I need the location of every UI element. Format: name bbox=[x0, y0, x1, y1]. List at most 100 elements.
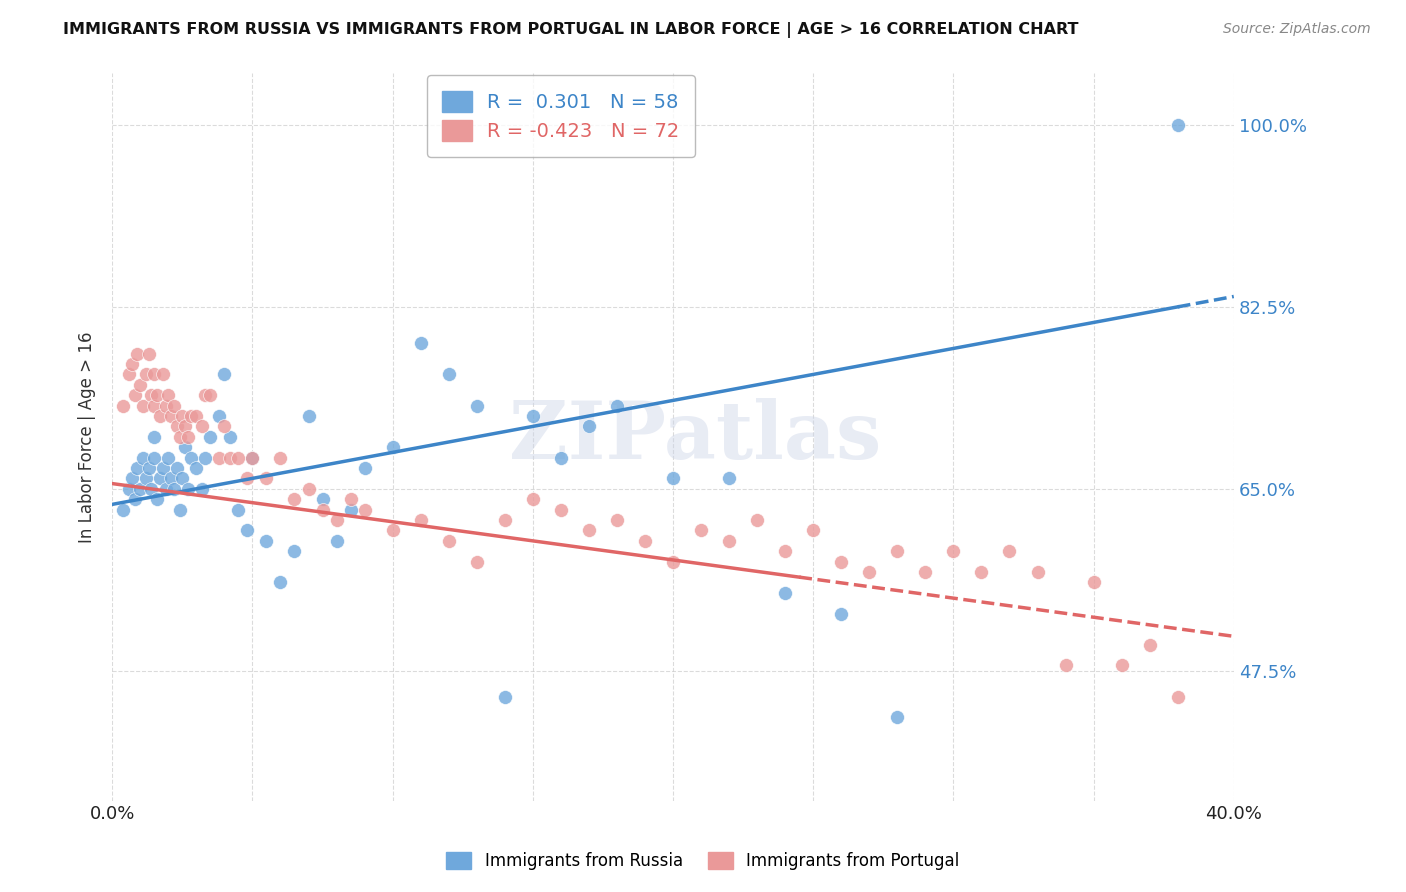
Point bbox=[269, 450, 291, 465]
Point bbox=[283, 544, 305, 558]
Point bbox=[129, 377, 152, 392]
Point bbox=[141, 388, 163, 402]
Point bbox=[494, 513, 516, 527]
Point bbox=[1167, 690, 1189, 704]
Point bbox=[112, 502, 135, 516]
Point bbox=[297, 482, 319, 496]
Point bbox=[138, 346, 160, 360]
Point bbox=[1139, 638, 1161, 652]
Point bbox=[160, 471, 183, 485]
Point bbox=[124, 492, 146, 507]
Point bbox=[191, 419, 214, 434]
Point bbox=[118, 482, 141, 496]
Point bbox=[437, 368, 460, 382]
Point bbox=[409, 336, 432, 351]
Point bbox=[578, 524, 600, 538]
Point bbox=[970, 565, 993, 579]
Point bbox=[773, 544, 796, 558]
Point bbox=[152, 368, 174, 382]
Point bbox=[174, 440, 197, 454]
Point bbox=[219, 450, 242, 465]
Point bbox=[121, 357, 143, 371]
Point bbox=[1054, 658, 1077, 673]
Point bbox=[166, 461, 188, 475]
Point bbox=[339, 492, 361, 507]
Point bbox=[157, 388, 180, 402]
Point bbox=[297, 409, 319, 423]
Point bbox=[465, 399, 488, 413]
Point bbox=[634, 533, 657, 548]
Point bbox=[169, 502, 191, 516]
Y-axis label: In Labor Force | Age > 16: In Labor Force | Age > 16 bbox=[79, 331, 96, 542]
Point bbox=[155, 399, 177, 413]
Point bbox=[172, 471, 194, 485]
Point bbox=[718, 471, 741, 485]
Point bbox=[606, 513, 628, 527]
Point bbox=[146, 388, 169, 402]
Point bbox=[143, 399, 166, 413]
Point bbox=[690, 524, 713, 538]
Point bbox=[1083, 575, 1105, 590]
Point bbox=[127, 461, 149, 475]
Point bbox=[118, 368, 141, 382]
Point bbox=[311, 492, 333, 507]
Point bbox=[155, 482, 177, 496]
Point bbox=[172, 409, 194, 423]
Point bbox=[200, 388, 222, 402]
Legend: Immigrants from Russia, Immigrants from Portugal: Immigrants from Russia, Immigrants from … bbox=[440, 845, 966, 877]
Point bbox=[208, 409, 231, 423]
Point bbox=[149, 471, 172, 485]
Point bbox=[228, 450, 250, 465]
Point bbox=[214, 419, 236, 434]
Point bbox=[129, 482, 152, 496]
Point bbox=[718, 533, 741, 548]
Point bbox=[143, 450, 166, 465]
Point bbox=[914, 565, 936, 579]
Point bbox=[353, 502, 375, 516]
Point bbox=[180, 450, 202, 465]
Point bbox=[146, 492, 169, 507]
Point bbox=[578, 419, 600, 434]
Point bbox=[801, 524, 824, 538]
Point bbox=[219, 430, 242, 444]
Point bbox=[236, 471, 259, 485]
Point bbox=[124, 388, 146, 402]
Point bbox=[143, 368, 166, 382]
Point bbox=[409, 513, 432, 527]
Point bbox=[174, 419, 197, 434]
Point bbox=[465, 555, 488, 569]
Point bbox=[886, 710, 908, 724]
Point bbox=[522, 492, 544, 507]
Point bbox=[177, 482, 200, 496]
Point bbox=[998, 544, 1021, 558]
Point bbox=[152, 461, 174, 475]
Point bbox=[662, 555, 685, 569]
Point bbox=[143, 430, 166, 444]
Text: IMMIGRANTS FROM RUSSIA VS IMMIGRANTS FROM PORTUGAL IN LABOR FORCE | AGE > 16 COR: IMMIGRANTS FROM RUSSIA VS IMMIGRANTS FRO… bbox=[63, 22, 1078, 38]
Point bbox=[228, 502, 250, 516]
Point bbox=[135, 471, 157, 485]
Point bbox=[242, 450, 264, 465]
Point bbox=[1111, 658, 1133, 673]
Point bbox=[606, 399, 628, 413]
Point bbox=[522, 409, 544, 423]
Point bbox=[269, 575, 291, 590]
Point bbox=[283, 492, 305, 507]
Point bbox=[166, 419, 188, 434]
Point bbox=[135, 368, 157, 382]
Point bbox=[160, 409, 183, 423]
Point bbox=[138, 461, 160, 475]
Point bbox=[149, 409, 172, 423]
Point bbox=[163, 399, 186, 413]
Point bbox=[662, 471, 685, 485]
Point bbox=[325, 533, 347, 548]
Point bbox=[550, 502, 572, 516]
Point bbox=[186, 409, 208, 423]
Point bbox=[339, 502, 361, 516]
Point bbox=[208, 450, 231, 465]
Point bbox=[214, 368, 236, 382]
Point bbox=[200, 430, 222, 444]
Point bbox=[236, 524, 259, 538]
Point bbox=[325, 513, 347, 527]
Point bbox=[157, 450, 180, 465]
